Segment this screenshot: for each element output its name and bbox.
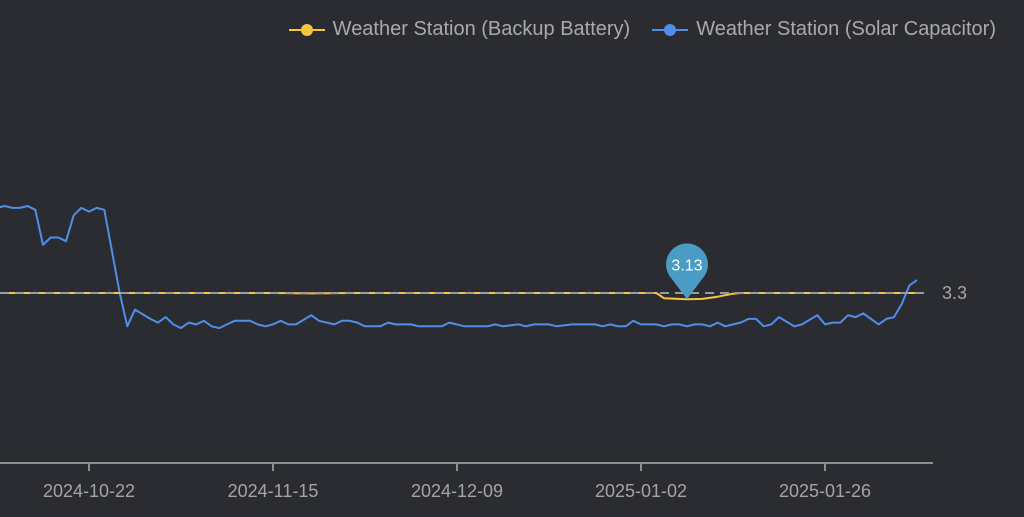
value-pin-marker[interactable]: 3.13	[666, 243, 709, 300]
reference-line-label: 3.3	[942, 283, 967, 303]
pin-icon	[666, 243, 709, 300]
x-tick-label: 2024-12-09	[411, 481, 503, 501]
legend-label: Weather Station (Solar Capacitor)	[696, 18, 996, 40]
series-layer	[0, 205, 918, 330]
legend: Weather Station (Backup Battery) Weather…	[288, 18, 996, 41]
series-line-backup-battery[interactable]	[0, 292, 917, 301]
x-tick-label: 2025-01-02	[595, 481, 687, 501]
x-tick-label: 2024-11-15	[228, 481, 319, 501]
legend-marker-blue-icon	[652, 23, 689, 36]
pin-label: 3.13	[671, 257, 702, 274]
legend-label: Weather Station (Backup Battery)	[332, 18, 631, 40]
x-tick-label: 2024-10-22	[43, 481, 135, 501]
legend-marker-yellow-icon	[288, 23, 325, 36]
series-line-solar-capacitor[interactable]	[0, 205, 918, 330]
legend-item-backup-battery[interactable]: Weather Station (Backup Battery)	[288, 18, 631, 41]
x-axis-ticks: 2024-10-22 2024-11-15 2024-12-09 2025-01-02…	[43, 463, 871, 501]
x-tick-label: 2025-01-26	[779, 481, 871, 501]
legend-item-solar-capacitor[interactable]: Weather Station (Solar Capacitor)	[652, 18, 996, 41]
